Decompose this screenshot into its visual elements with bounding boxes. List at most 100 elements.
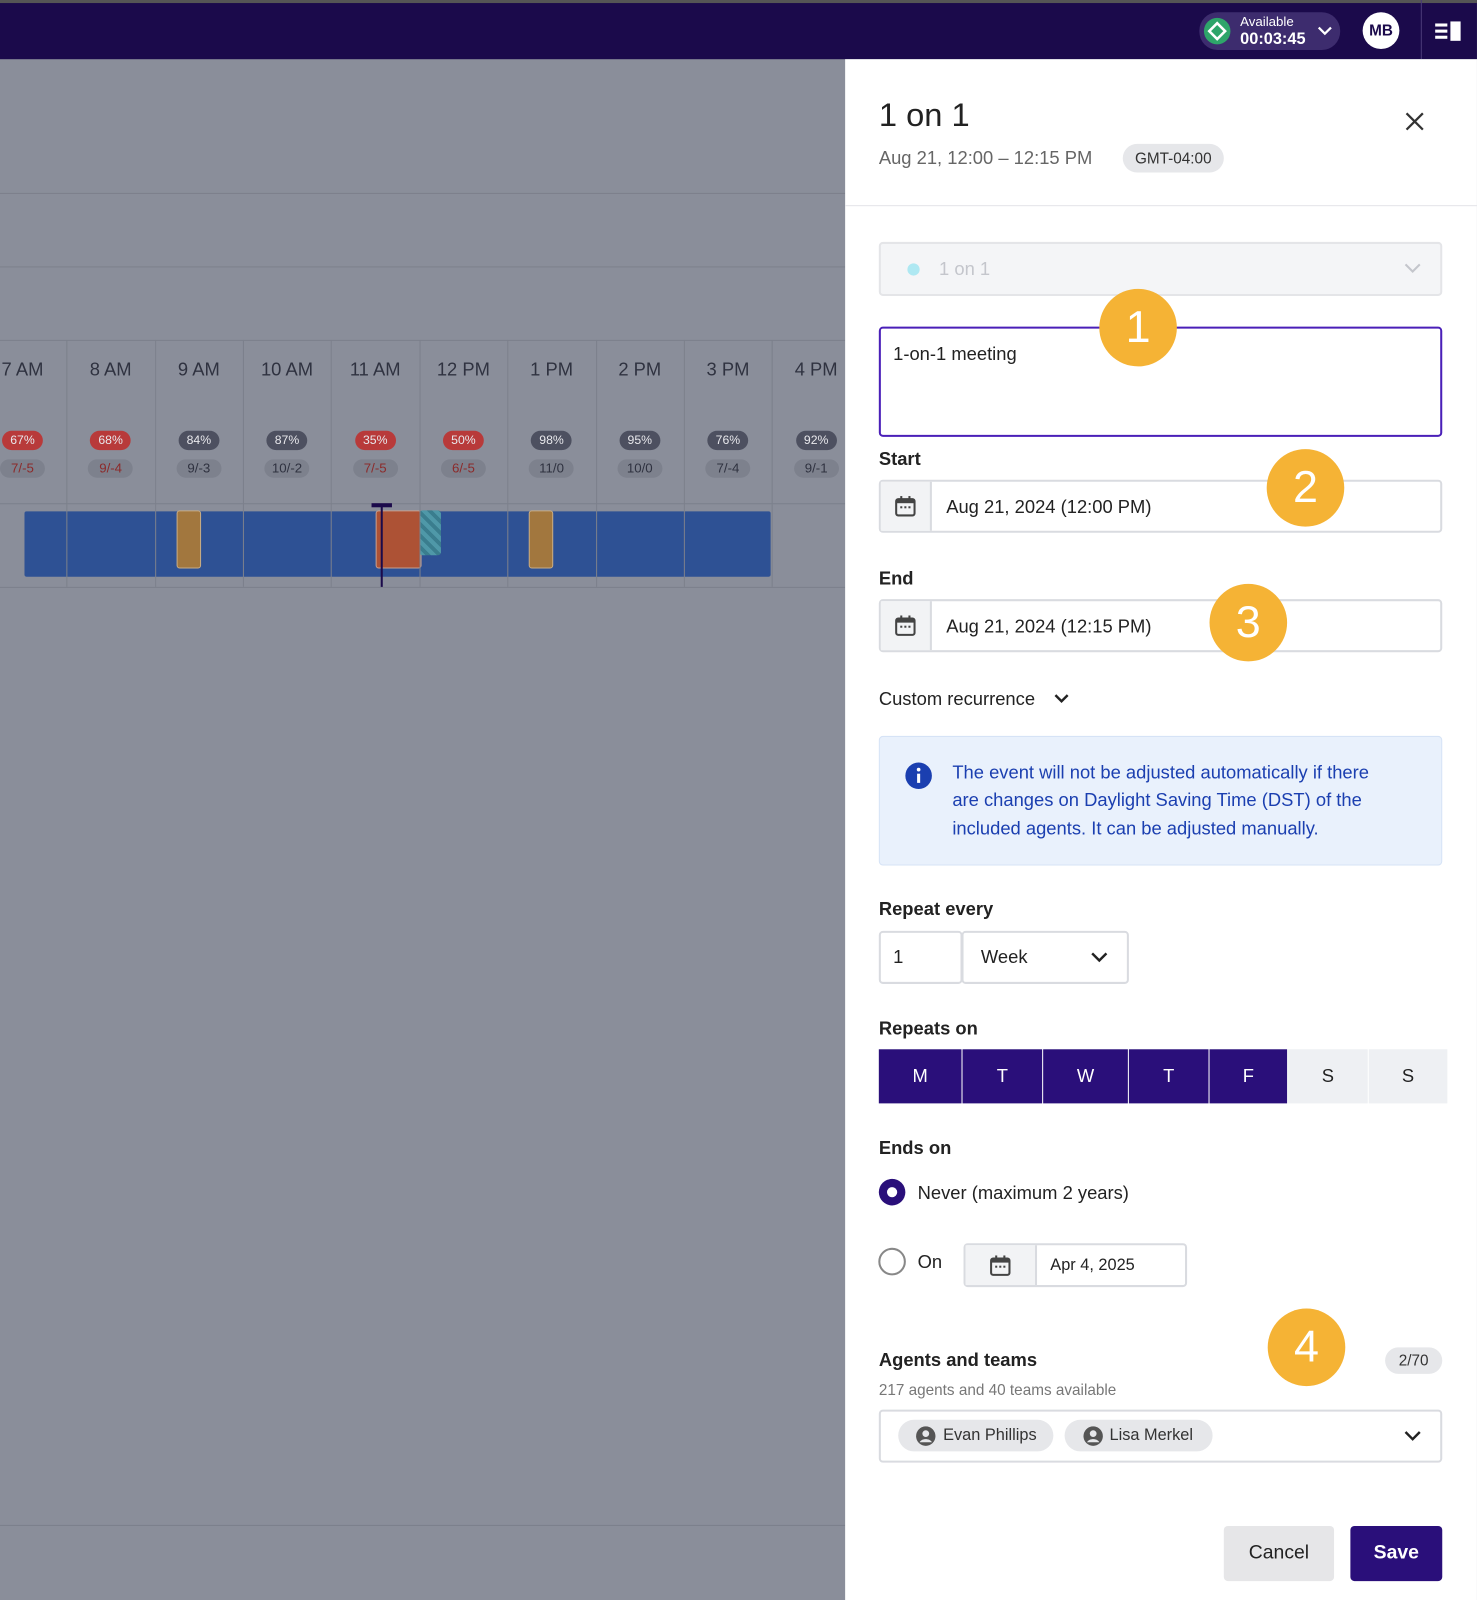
avatar[interactable]: MB: [1362, 12, 1400, 49]
event-type-select[interactable]: [878, 241, 1443, 297]
ratio-badge: 10/-2: [264, 459, 310, 478]
hour-label: 3 PM: [706, 359, 750, 380]
chip-text: Evan Phillips: [943, 1426, 1037, 1445]
calendar-button[interactable]: [880, 481, 932, 531]
row-line: [0, 192, 846, 194]
cancel-button[interactable]: Cancel: [1223, 1525, 1335, 1582]
callout-badge: 3: [1209, 583, 1288, 662]
info-box: [878, 735, 1443, 866]
end-value: Aug 21, 2024 (12:15 PM): [946, 615, 1152, 637]
day-button[interactable]: M: [878, 1049, 962, 1104]
divider: [845, 205, 1477, 207]
hour-label: 10 AM: [260, 359, 314, 380]
start-input[interactable]: [878, 479, 1443, 533]
panel-subtitle: Aug 21, 12:00 – 12:15 PM: [878, 147, 1093, 168]
row-line: [0, 586, 846, 588]
person-icon: [1083, 1426, 1103, 1446]
break-block[interactable]: [176, 510, 202, 569]
column-line: [154, 339, 156, 587]
chevron: [1054, 694, 1069, 703]
hour-label: 12 PM: [436, 359, 490, 380]
agents-available: 217 agents and 40 teams available: [878, 1381, 1117, 1399]
repeat-number: 1: [893, 946, 904, 968]
close-button[interactable]: [1404, 111, 1424, 131]
calendar-icon: [895, 496, 916, 517]
column-line: [683, 339, 685, 587]
chevron: [1404, 1431, 1421, 1441]
info-text: included agents. It can be adjusted manu…: [952, 818, 1319, 839]
ratio-badge: 9/-3: [176, 459, 222, 478]
calendar-icon: [895, 615, 916, 636]
column-line: [772, 339, 774, 587]
person-icon: [916, 1426, 936, 1446]
day-button[interactable]: S: [1288, 1049, 1368, 1104]
row-line: [0, 1524, 846, 1526]
repeat-label: Repeat every: [878, 898, 994, 920]
agents-count: 2/70: [1385, 1347, 1443, 1374]
ratio-badge: 10/0: [617, 459, 663, 478]
ratio-badge: 7/-4: [705, 459, 751, 478]
hour-label: 11 AM: [349, 359, 401, 380]
panel-toggle[interactable]: [1435, 20, 1462, 42]
save-button[interactable]: Save: [1350, 1525, 1443, 1582]
new-event-block[interactable]: [419, 510, 441, 556]
ratio-badge: 7/-5: [352, 459, 398, 478]
end-date: Apr 4, 2025: [1050, 1256, 1135, 1274]
event-type-text: 1 on 1: [939, 258, 991, 280]
occupancy-badge: 87%: [266, 430, 308, 451]
occupancy-badge: 68%: [90, 430, 132, 451]
occupancy-badge: 76%: [707, 430, 749, 451]
hour-label: 4 PM: [794, 359, 838, 380]
day-button[interactable]: T: [962, 1049, 1043, 1104]
row-line: [0, 339, 846, 341]
start-label: Start: [878, 448, 921, 470]
info-text: are changes on Daylight Saving Time (DST…: [952, 789, 1362, 810]
ratio-badge: 7/-5: [0, 459, 45, 478]
end-input[interactable]: [878, 599, 1443, 653]
ends-on-label: Ends on: [878, 1137, 952, 1158]
callout-badge: 2: [1266, 449, 1345, 527]
status-icon: [1203, 17, 1231, 45]
calendar-icon: [990, 1254, 1011, 1276]
occupancy-badge: 92%: [795, 430, 837, 451]
callout-badge: 4: [1267, 1308, 1346, 1387]
calendar-button[interactable]: [965, 1245, 1038, 1286]
agents-label: Agents and teams: [878, 1349, 1038, 1371]
column-line: [242, 339, 244, 587]
ratio-badge: 9/-1: [793, 459, 839, 478]
repeat-number-input[interactable]: [878, 930, 963, 984]
day-button[interactable]: W: [1043, 1049, 1128, 1104]
end-label: End: [878, 568, 914, 589]
calendar-button[interactable]: [880, 601, 932, 651]
column-line: [66, 339, 68, 587]
ratio-badge: 6/-5: [440, 459, 486, 478]
repeat-unit: Week: [980, 946, 1028, 968]
callout-badge: 1: [1099, 288, 1177, 367]
info-icon: [905, 762, 932, 790]
row-line: [0, 503, 846, 505]
break-block[interactable]: [528, 510, 554, 569]
occupancy-badge: 95%: [619, 430, 661, 451]
radio-on[interactable]: [878, 1247, 907, 1276]
ratio-badge: 11/0: [529, 459, 575, 478]
chevron: [1091, 952, 1108, 963]
now-line: [380, 504, 383, 587]
occupancy-badge: 35%: [354, 430, 396, 451]
radio-never[interactable]: [878, 1178, 907, 1207]
column-line: [419, 339, 421, 587]
occupancy-badge: 98%: [531, 430, 572, 451]
on-label: On: [917, 1251, 943, 1273]
recurrence-toggle[interactable]: Custom recurrence: [878, 688, 1036, 709]
hour-label: 9 AM: [177, 359, 220, 380]
day-button[interactable]: S: [1368, 1049, 1448, 1104]
repeats-on-label: Repeats on: [878, 1018, 978, 1039]
hour-label: 7 AM: [1, 359, 44, 380]
day-button[interactable]: F: [1209, 1049, 1288, 1104]
day-button[interactable]: T: [1128, 1049, 1209, 1104]
column-line: [331, 339, 333, 587]
meeting-block[interactable]: [375, 510, 422, 569]
timezone-pill: GMT-04:00: [1122, 143, 1224, 173]
ratio-badge: 9/-4: [88, 459, 134, 478]
hour-label: 2 PM: [618, 359, 662, 380]
